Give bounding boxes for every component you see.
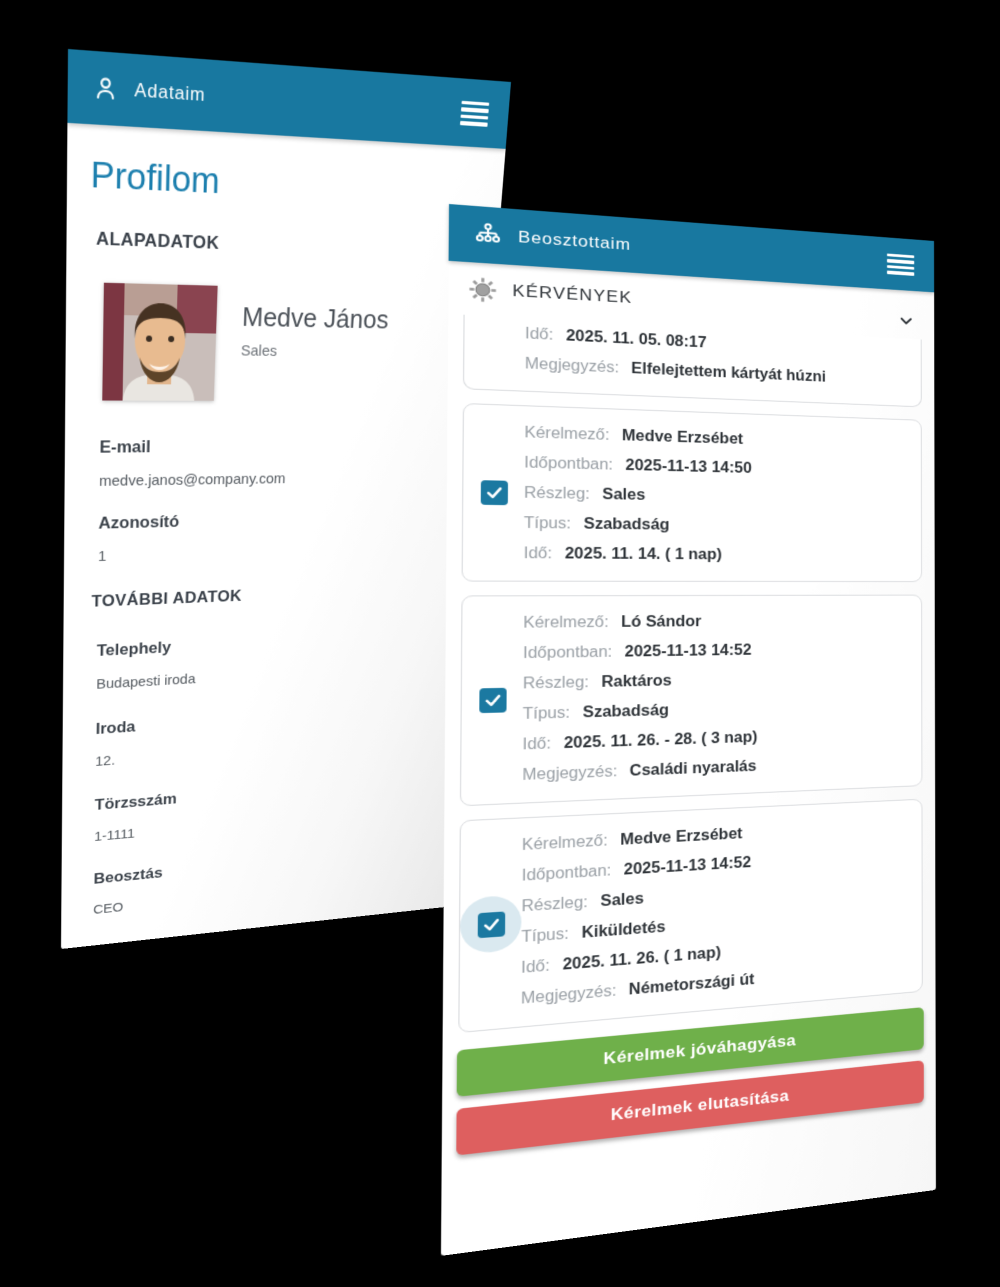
request-row-value: Ló Sándor [621, 613, 702, 631]
menu-icon[interactable] [459, 100, 490, 127]
checkbox-halo [480, 480, 508, 506]
field-value: medve.janos@company.com [98, 470, 286, 490]
request-row-label: Időpontban: [524, 454, 614, 473]
request-row-value: Sales [602, 486, 646, 504]
field-label: E-mail [99, 437, 151, 457]
left-appbar: Adataim [67, 49, 512, 149]
request-row-value: Raktáros [601, 672, 672, 691]
check-icon [484, 694, 501, 705]
request-row-label: Megjegyzés: [524, 355, 619, 376]
request-row-label: Részleg: [521, 893, 588, 915]
request-row-label: Típus: [521, 925, 569, 946]
profile-role: Sales [240, 342, 278, 360]
request-row-label: Kérelmező: [523, 613, 609, 632]
request-row-value: Szabadság [583, 515, 670, 533]
request-row-value: Kiküldetés [581, 918, 666, 942]
profile-name: Medve János [241, 301, 390, 335]
request-checkbox[interactable] [480, 480, 508, 506]
chevron-down-icon[interactable] [896, 310, 916, 331]
request-rows: Kérelmező: Medve Erzsébet Időpontban: 2025-… [523, 406, 921, 581]
profile-field: Azonosító 1 [98, 506, 477, 565]
request-checkbox[interactable] [477, 910, 505, 938]
request-row-value: Medve Erzsébet [620, 825, 743, 849]
request-row-value: Sales [600, 890, 644, 910]
request-card: Kérelmező: Medve Erzsébet Időpontban: 2025-… [458, 798, 923, 1034]
profile-field: Beosztás CEO [93, 837, 451, 917]
request-row-value: 2025-11-13 14:52 [623, 854, 752, 878]
request-card: Kérelmező: Ló Sándor Időpontban: 2025-11-13… [459, 594, 923, 807]
checkbox-halo [478, 687, 507, 713]
request-row-label: Időpontban: [523, 643, 613, 662]
request-row-value: 2025. 11. 05. 08:17 [565, 327, 707, 351]
checkbox-halo [477, 910, 505, 938]
section-title-more: TOVÁBBI ADATOK [91, 586, 243, 611]
request-row-label: Idő: [523, 544, 553, 562]
my-data-screen: Adataim Profilom ALAPADATOK [61, 49, 512, 950]
field-value: Budapesti iroda [96, 671, 196, 693]
profile-content: Profilom ALAPADATOK [61, 152, 503, 920]
request-row-value: 2025. 11. 14. ( 1 nap) [564, 545, 722, 563]
appbar-title: Adataim [134, 79, 206, 106]
request-row-value: 2025-11-13 14:50 [625, 457, 752, 477]
check-icon [483, 483, 504, 502]
request-row-label: Megjegyzés: [520, 982, 617, 1008]
profile-photo [102, 282, 218, 401]
sun-icon [468, 275, 497, 303]
request-rows: Kérelmező: Medve Erzsébet Időpontban: 2025-… [521, 800, 922, 1027]
appbar-title: Beosztottaim [518, 227, 631, 254]
request-row-label: Idő: [521, 957, 550, 977]
field-label: Telephely [96, 638, 172, 660]
profile-row: Medve János Sales [102, 282, 494, 402]
request-row-value: Elfelejtettem kártyát húzni [631, 360, 826, 385]
request-row-label: Idő: [524, 325, 554, 344]
page-title: Profilom [90, 153, 221, 202]
request-row-label: Részleg: [522, 674, 589, 692]
checkbox-column [463, 404, 525, 581]
request-row-value: 2025-11-13 14:52 [624, 642, 752, 660]
org-chart-icon [473, 220, 503, 249]
checkbox-column [459, 818, 522, 1032]
request-row-value: 2025. 11. 26. - 28. ( 3 nap) [563, 729, 758, 752]
request-rows: Kérelmező: Ló Sándor Időpontban: 2025-11-13… [522, 596, 921, 803]
request-row: Idő: 2025. 11. 14. ( 1 nap) [524, 539, 912, 571]
request-row-value: Szabadság [582, 702, 669, 721]
request-row-label: Kérelmező: [521, 832, 608, 854]
request-row-label: Részleg: [523, 484, 590, 503]
person-icon [91, 73, 119, 105]
request-row-value: Családi nyaralás [629, 758, 757, 780]
request-row: Kérelmező: Ló Sándor [523, 606, 912, 638]
field-value: 1 [97, 548, 107, 565]
menu-icon[interactable] [886, 253, 915, 276]
request-row-value: Németországi út [628, 971, 755, 998]
profile-field: E-mail medve.janos@company.com [99, 436, 483, 490]
profile-field: Törzsszám 1-1111 [94, 768, 456, 844]
request-row-label: Idő: [522, 735, 552, 753]
profile-identity: Medve János Sales [239, 301, 390, 401]
request-row: Típus: Szabadság [524, 508, 912, 542]
checkbox-column [461, 596, 523, 805]
request-row-value: Medve Erzsébet [621, 427, 744, 448]
requests-list: Idő: 2025. 11. 05. 08:17 Megjegyzés: Elfele… [443, 313, 936, 1042]
requests-section-header[interactable]: KÉRVÉNYEK [448, 261, 934, 340]
section-title-basic: ALAPADATOK [96, 228, 220, 254]
more-fields: Telephely Budapesti iroda Iroda 12. Törzsszá… [61, 624, 467, 920]
subordinates-screen: Beosztottaim KÉRVÉNYEK [440, 204, 936, 1256]
request-checkbox[interactable] [478, 687, 507, 713]
request-row-label: Megjegyzés: [522, 763, 618, 784]
request-row-label: Kérelmező: [524, 424, 610, 444]
request-row-label: Típus: [523, 514, 572, 532]
request-card: Kérelmező: Medve Erzsébet Időpontban: 2025-… [461, 402, 923, 583]
request-row-label: Típus: [522, 704, 571, 723]
profile-field: Iroda 12. [95, 697, 462, 770]
requests-section-title: KÉRVÉNYEK [512, 281, 633, 307]
request-row-label: Időpontban: [521, 862, 612, 885]
field-label: Azonosító [98, 512, 180, 533]
checkbox-column [464, 314, 525, 391]
basic-fields: E-mail medve.janos@company.com Azonosító 1 [64, 436, 483, 566]
check-icon [480, 914, 501, 934]
profile-field: Telephely Budapesti iroda [96, 624, 467, 692]
